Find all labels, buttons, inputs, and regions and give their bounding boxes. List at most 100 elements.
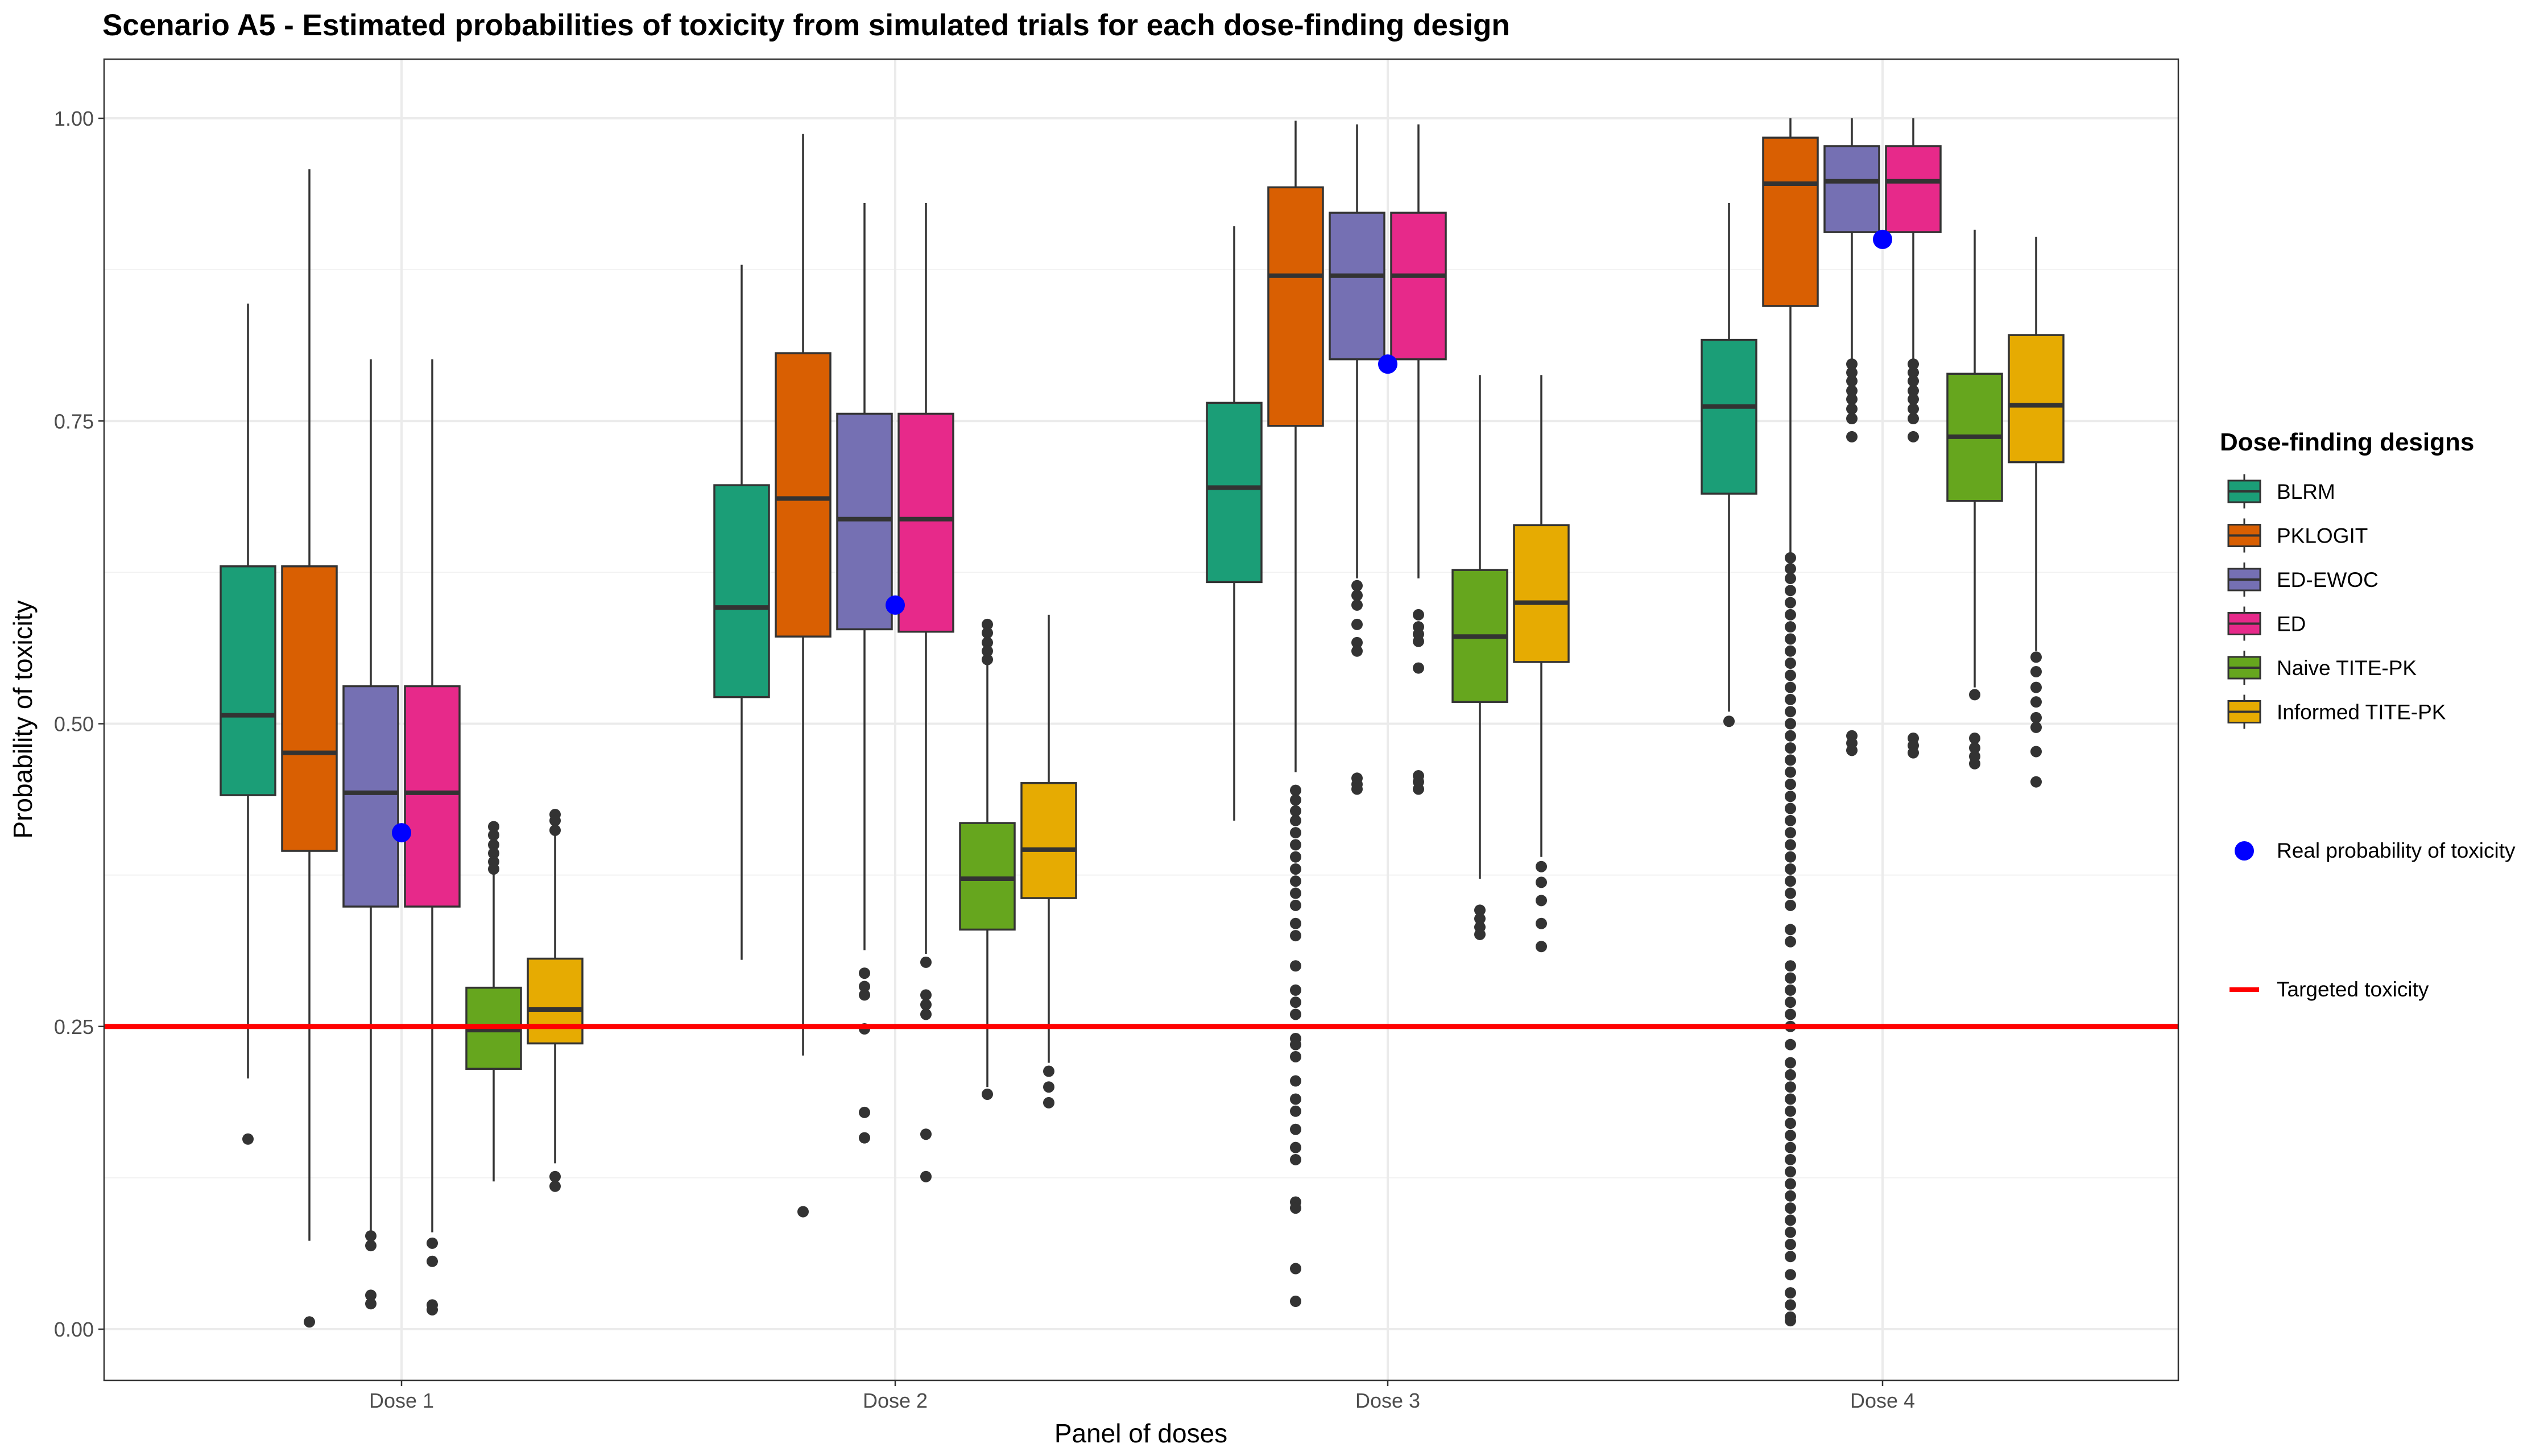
outlier-point: [1785, 1069, 1796, 1081]
outlier-point: [1785, 585, 1796, 597]
outlier-point: [1536, 876, 1547, 888]
outlier-point: [1785, 609, 1796, 621]
outlier-point: [1043, 1081, 1054, 1093]
box-iqr: [775, 352, 832, 638]
outlier-point: [1290, 930, 1301, 942]
outlier-point: [1785, 791, 1796, 803]
outlier-point: [1785, 851, 1796, 863]
outlier-point: [920, 1170, 932, 1182]
outlier-point: [859, 989, 870, 1001]
outlier-point: [1785, 827, 1796, 839]
outlier-point: [1785, 924, 1796, 936]
outlier-point: [982, 627, 993, 639]
real-probability-point: [392, 823, 411, 843]
outlier-point: [2030, 712, 2042, 723]
outlier-point: [1290, 851, 1301, 863]
outlier-point: [2030, 721, 2042, 733]
outlier-point: [427, 1304, 438, 1316]
box-iqr: [1823, 145, 1880, 233]
outlier-point: [1536, 917, 1547, 929]
boxplot-ed-ewoc-dose-2: [836, 203, 893, 1144]
outlier-point: [1290, 1039, 1301, 1050]
outlier-point: [1785, 1238, 1796, 1250]
outlier-point: [1785, 1251, 1796, 1263]
outlier-point: [1846, 367, 1858, 379]
outlier-point: [1290, 1093, 1301, 1105]
outlier-point: [1785, 1153, 1796, 1165]
boxplot-ed-ewoc-dose-4: [1823, 118, 1880, 756]
outlier-point: [488, 863, 499, 875]
outlier-point: [1785, 706, 1796, 718]
legend-item-informed-tite-pk: Informed TITE-PK: [2227, 694, 2446, 729]
outlier-point: [1785, 839, 1796, 851]
outlier-point: [1785, 1057, 1796, 1069]
real-probability-point: [886, 595, 905, 615]
outlier-point: [549, 1180, 561, 1192]
outlier-point: [1785, 645, 1796, 657]
x-tick-label: Dose 4: [1850, 1389, 1915, 1412]
outlier-point: [1785, 1093, 1796, 1105]
outlier-point: [1785, 1166, 1796, 1178]
outlier-point: [1785, 1118, 1796, 1130]
outlier-point: [1290, 1141, 1301, 1153]
outlier-point: [1785, 681, 1796, 693]
boxplot-naive-tite-pk-dose-3: [1451, 375, 1508, 940]
outlier-point: [982, 653, 993, 665]
outlier-point: [1536, 861, 1547, 872]
outlier-point: [2030, 746, 2042, 758]
x-tick-label: Dose 1: [369, 1389, 434, 1412]
x-tick-label: Dose 3: [1355, 1389, 1420, 1412]
box-iqr: [1701, 338, 1757, 495]
outlier-point: [1785, 754, 1796, 766]
outlier-point: [1785, 875, 1796, 887]
legend-label: ED-EWOC: [2277, 568, 2379, 592]
outlier-point: [1908, 375, 1919, 387]
box-iqr: [1885, 145, 1942, 233]
outlier-point: [1785, 936, 1796, 948]
box-iqr: [1390, 212, 1447, 361]
x-axis-title: Panel of doses: [1054, 1418, 1227, 1448]
outlier-point: [1785, 1190, 1796, 1202]
outlier-point: [1846, 744, 1858, 756]
outlier-point: [1785, 1141, 1796, 1153]
axis-layer: 0.00 0.25 0.50 0.75 1.00 Dose 1 Dose 2 Dose 3 Do…: [54, 107, 1915, 1412]
boxplot-ed-ewoc-dose-1: [342, 359, 399, 1310]
outlier-point: [1474, 904, 1486, 916]
box-iqr: [1206, 402, 1263, 584]
outlier-point: [1785, 984, 1796, 996]
outlier-point: [1290, 984, 1301, 996]
box-iqr: [1267, 186, 1324, 427]
outlier-point: [1290, 1105, 1301, 1117]
outlier-point: [1413, 783, 1424, 795]
outlier-point: [1785, 1130, 1796, 1141]
real-probability-point: [1873, 229, 1892, 249]
outlier-point: [920, 1008, 932, 1020]
x-tick-label: Dose 2: [863, 1389, 928, 1412]
outlier-point: [1290, 784, 1301, 796]
outlier-point: [859, 1132, 870, 1144]
outlier-point: [1908, 431, 1919, 442]
outlier-point: [1043, 1097, 1054, 1108]
outlier-point: [1908, 747, 1919, 759]
outlier-point: [982, 1088, 993, 1100]
outlier-point: [1908, 358, 1919, 370]
outlier-point: [2030, 681, 2042, 693]
outlier-point: [488, 821, 499, 833]
boxplot-ed-dose-4: [1885, 118, 1942, 759]
outlier-point: [1785, 996, 1796, 1008]
outlier-point: [1474, 913, 1486, 925]
boxplot-informed-tite-pk-dose-1: [527, 809, 584, 1192]
real-probability-layer: [392, 229, 1892, 843]
y-tick-label: 1.00: [54, 107, 94, 130]
boxplot-ed-dose-3: [1390, 124, 1447, 795]
outlier-point: [1785, 863, 1796, 875]
outlier-point: [488, 847, 499, 859]
boxplot-naive-tite-pk-dose-4: [1946, 229, 2003, 770]
boxplot-blrm-dose-1: [220, 303, 276, 1145]
outlier-point: [1785, 1105, 1796, 1117]
outlier-point: [304, 1316, 315, 1328]
outlier-point: [2030, 776, 2042, 788]
outlier-point: [1908, 367, 1919, 379]
box-iqr: [959, 822, 1016, 931]
